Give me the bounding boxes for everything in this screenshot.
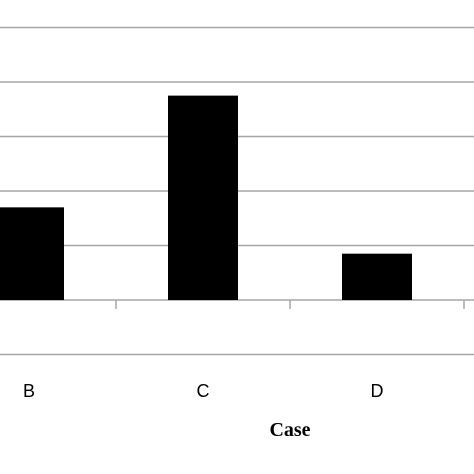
bars xyxy=(0,95,412,300)
category-label-C: C xyxy=(197,381,210,401)
bar-D xyxy=(342,253,412,300)
x-axis-title: Case xyxy=(269,419,310,441)
category-label-D: D xyxy=(371,381,384,401)
bar-B xyxy=(0,207,64,300)
bar-C xyxy=(168,95,238,300)
category-labels: B C D xyxy=(23,381,384,401)
category-label-B: B xyxy=(23,381,35,401)
category-axis-ticks xyxy=(115,300,465,309)
